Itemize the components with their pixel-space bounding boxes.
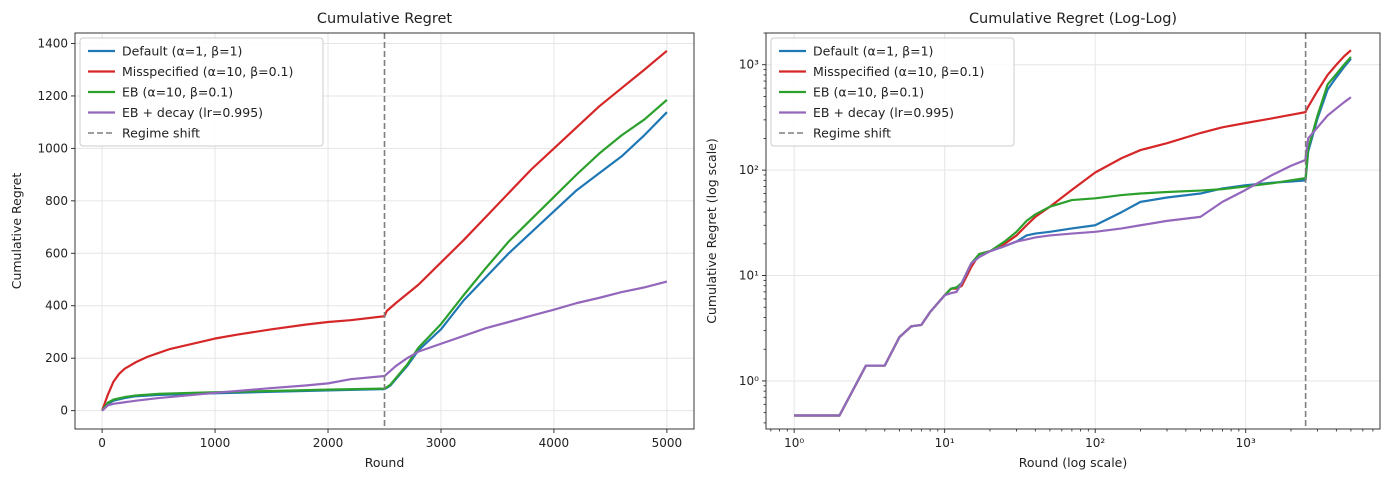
legend-label-regime-shift: Regime shift: [813, 126, 891, 141]
plot-frame: [74, 32, 695, 430]
plot-frame: [765, 32, 1381, 430]
chart-title: Cumulative Regret (Log-Log): [969, 11, 1177, 27]
y-axis-label: Cumulative Regret (log scale): [704, 138, 719, 324]
x-tick-label: 10²: [1085, 436, 1105, 450]
series-line-eb_decay: [794, 96, 1352, 417]
chart-panel-1: 0 1000 2000 3000 4000 5000 0 200 400 600 800 1000 12…: [9, 11, 695, 470]
x-tick-label: 0: [98, 436, 106, 450]
x-axis-label: Round: [365, 455, 405, 470]
series-line-eb_decay: [101, 280, 668, 412]
legend-label-misspecified: Misspecified (α=10, β=0.1): [813, 64, 984, 79]
legend: Default (α=1, β=1) Misspecified (α=10, β=…: [770, 37, 1015, 147]
x-tick-label: 3000: [426, 436, 457, 450]
legend-label-misspecified: Misspecified (α=10, β=0.1): [122, 64, 293, 79]
y-tick-label: 1000: [37, 141, 68, 155]
y-tick-label: 0: [60, 404, 68, 418]
series-line-eb: [101, 99, 668, 412]
x-tick-label: 10¹: [935, 436, 955, 450]
y-tick-label: 1400: [37, 36, 68, 50]
x-tick-label: 5000: [652, 436, 683, 450]
x-tick-label: 10⁰: [784, 436, 804, 450]
y-tick-label: 10²: [739, 163, 759, 177]
y-tick-label: 10³: [739, 58, 759, 72]
legend-box: [79, 37, 324, 147]
series-group: [101, 49, 668, 412]
legend-label-eb_decay: EB + decay (lr=0.995): [813, 105, 954, 120]
chart-panel-2: 10⁰ 10¹ 10² 10³ 10⁰ 10¹ 10² 10³ Cumulative Regre…: [704, 11, 1381, 470]
chart-title: Cumulative Regret: [317, 11, 452, 27]
legend-label-eb_decay: EB + decay (lr=0.995): [122, 105, 263, 120]
y-tick-label: 10⁰: [739, 374, 759, 388]
y-axis-label: Cumulative Regret: [9, 173, 24, 290]
x-axis-label: Round (log scale): [1019, 455, 1128, 470]
y-tick-label: 400: [45, 299, 68, 313]
legend: Default (α=1, β=1) Misspecified (α=10, β=…: [79, 37, 324, 147]
y-tick-label: 800: [45, 194, 68, 208]
y-tick-label: 600: [45, 246, 68, 260]
legend-label-regime-shift: Regime shift: [122, 126, 200, 141]
legend-label-default: Default (α=1, β=1): [813, 44, 933, 59]
x-tick-label: 4000: [539, 436, 570, 450]
x-tick-label: 2000: [313, 436, 344, 450]
legend-label-eb: EB (α=10, β=0.1): [122, 85, 233, 100]
y-tick-label: 200: [45, 351, 68, 365]
y-tick-label: 1200: [37, 89, 68, 103]
x-tick-label: 10³: [1236, 436, 1256, 450]
legend-label-eb: EB (α=10, β=0.1): [813, 85, 924, 100]
y-tick-label: 10¹: [739, 269, 759, 283]
series-line-misspecified: [101, 49, 668, 412]
legend-label-default: Default (α=1, β=1): [122, 44, 242, 59]
x-tick-label: 1000: [200, 436, 231, 450]
legend-box: [770, 37, 1015, 147]
